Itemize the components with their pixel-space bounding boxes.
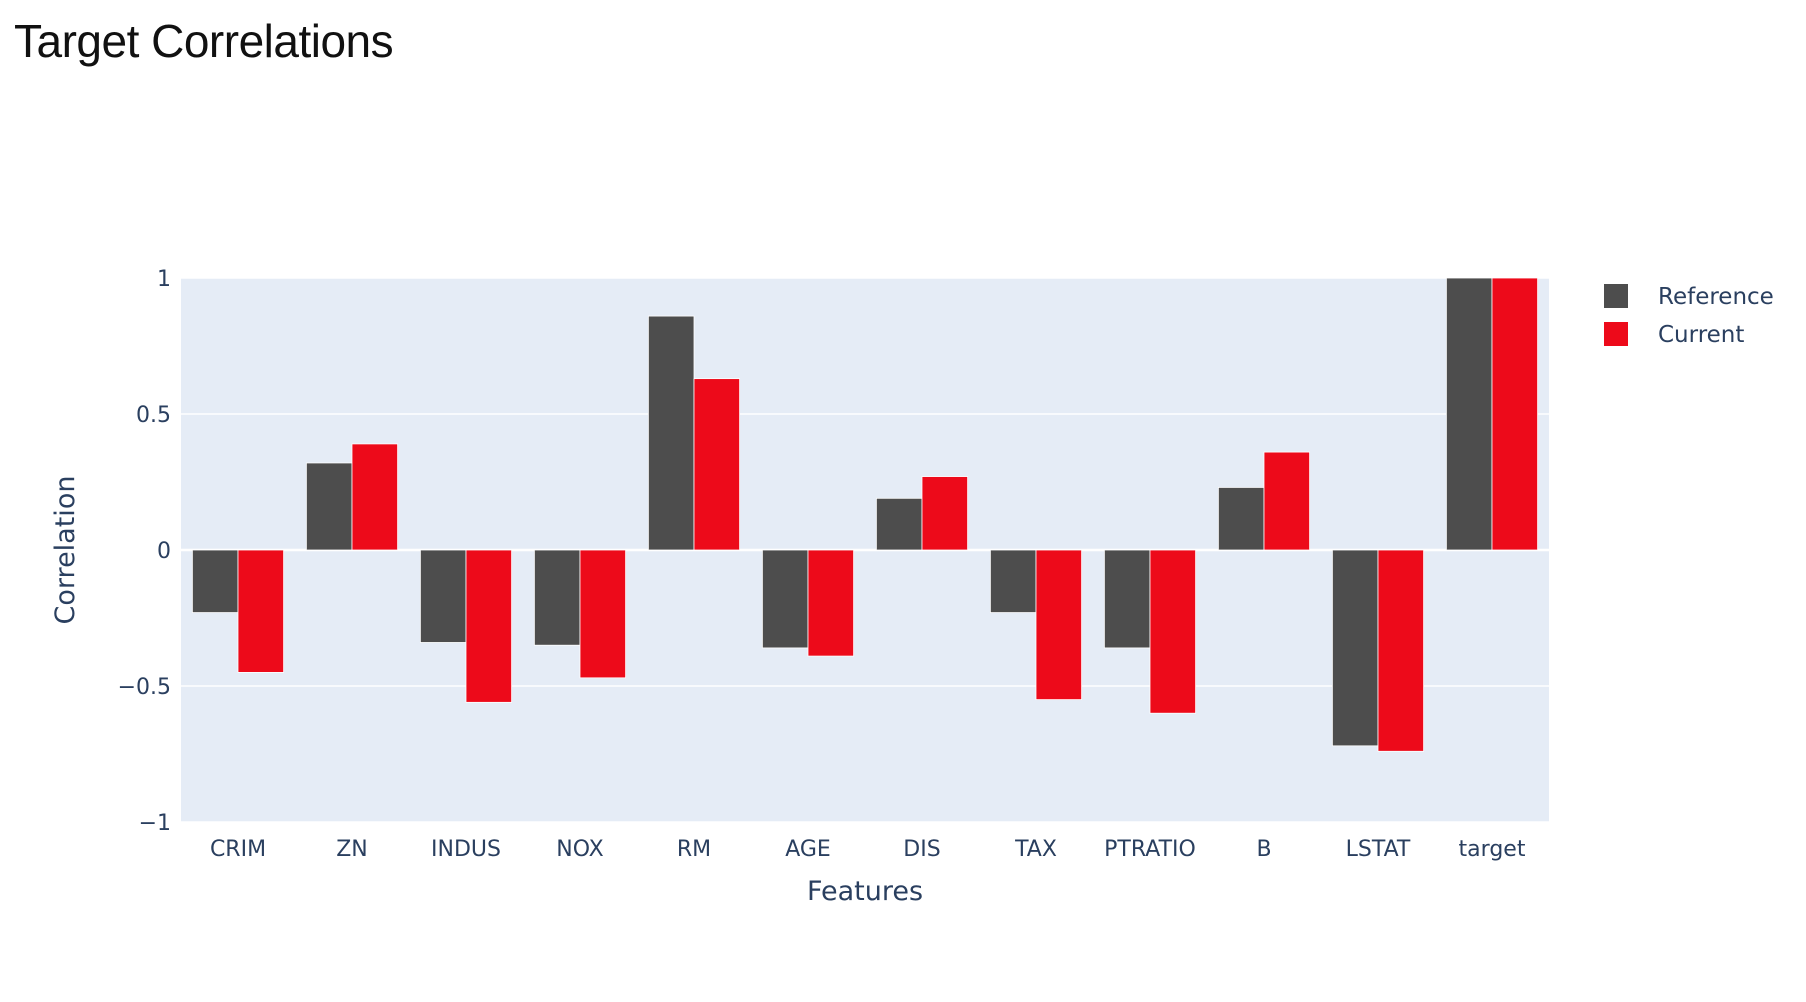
x-tick-label: CRIM xyxy=(210,837,266,862)
bar-current-crim[interactable] xyxy=(237,549,284,673)
y-tick-label: 0.5 xyxy=(136,403,171,428)
x-tick-label: PTRATIO xyxy=(1104,837,1196,862)
bar-current-ptratio[interactable] xyxy=(1149,549,1196,714)
legend-label: Current xyxy=(1658,322,1744,348)
x-tick-label: B xyxy=(1256,837,1271,862)
bars xyxy=(191,277,1538,752)
bar-reference-lstat[interactable] xyxy=(1332,549,1379,747)
bar-reference-b[interactable] xyxy=(1218,487,1265,551)
y-tick-label: 1 xyxy=(157,267,171,292)
x-tick-label: target xyxy=(1459,837,1526,862)
bar-current-nox[interactable] xyxy=(579,549,626,679)
x-axis-ticks: CRIM ZN INDUS NOX RM AGE DIS TAX PTRATIO B LSTAT ta… xyxy=(210,837,1526,862)
legend[interactable]: Reference Current xyxy=(1604,284,1774,348)
y-tick-label: −0.5 xyxy=(118,675,171,700)
y-tick-label: −1 xyxy=(139,811,171,836)
bar-current-age[interactable] xyxy=(807,549,854,657)
legend-item-reference[interactable]: Reference xyxy=(1604,284,1774,310)
x-tick-label: ZN xyxy=(336,837,368,862)
x-tick-label: DIS xyxy=(903,837,940,862)
bar-current-tax[interactable] xyxy=(1035,549,1082,701)
legend-swatch xyxy=(1604,284,1628,308)
bar-reference-crim[interactable] xyxy=(191,549,239,613)
bar-reference-dis[interactable] xyxy=(876,497,923,551)
bar-reference-zn[interactable] xyxy=(305,462,353,551)
bar-reference-age[interactable] xyxy=(762,549,809,649)
x-tick-label: INDUS xyxy=(431,837,501,862)
bar-current-zn[interactable] xyxy=(351,443,398,551)
x-tick-label: AGE xyxy=(785,837,831,862)
bar-current-target[interactable] xyxy=(1491,277,1538,551)
bar-reference-nox[interactable] xyxy=(534,549,581,646)
x-tick-label: NOX xyxy=(556,837,603,862)
bar-current-indus[interactable] xyxy=(465,549,512,703)
bar-reference-indus[interactable] xyxy=(419,549,467,643)
bar-current-b[interactable] xyxy=(1263,451,1310,551)
bar-current-dis[interactable] xyxy=(921,476,968,551)
bar-current-rm[interactable] xyxy=(693,378,740,551)
x-axis-title: Features xyxy=(807,876,923,907)
y-gridlines xyxy=(181,277,1549,823)
y-axis-ticks: 1 0.5 0 −0.5 −1 xyxy=(118,267,171,836)
bar-current-lstat[interactable] xyxy=(1377,549,1424,752)
page-title: Target Correlations xyxy=(14,15,394,67)
bar-reference-rm[interactable] xyxy=(648,315,695,551)
bar-reference-tax[interactable] xyxy=(990,549,1037,613)
x-tick-label: LSTAT xyxy=(1346,837,1411,862)
x-tick-label: RM xyxy=(677,837,711,862)
legend-label: Reference xyxy=(1658,284,1774,310)
bar-reference-ptratio[interactable] xyxy=(1104,549,1151,649)
legend-item-current[interactable]: Current xyxy=(1604,322,1744,348)
bar-reference-target[interactable] xyxy=(1446,277,1493,551)
y-tick-label: 0 xyxy=(157,539,171,564)
x-tick-label: TAX xyxy=(1014,837,1057,862)
legend-swatch xyxy=(1604,322,1628,346)
y-axis-title: Correlation xyxy=(50,476,81,625)
